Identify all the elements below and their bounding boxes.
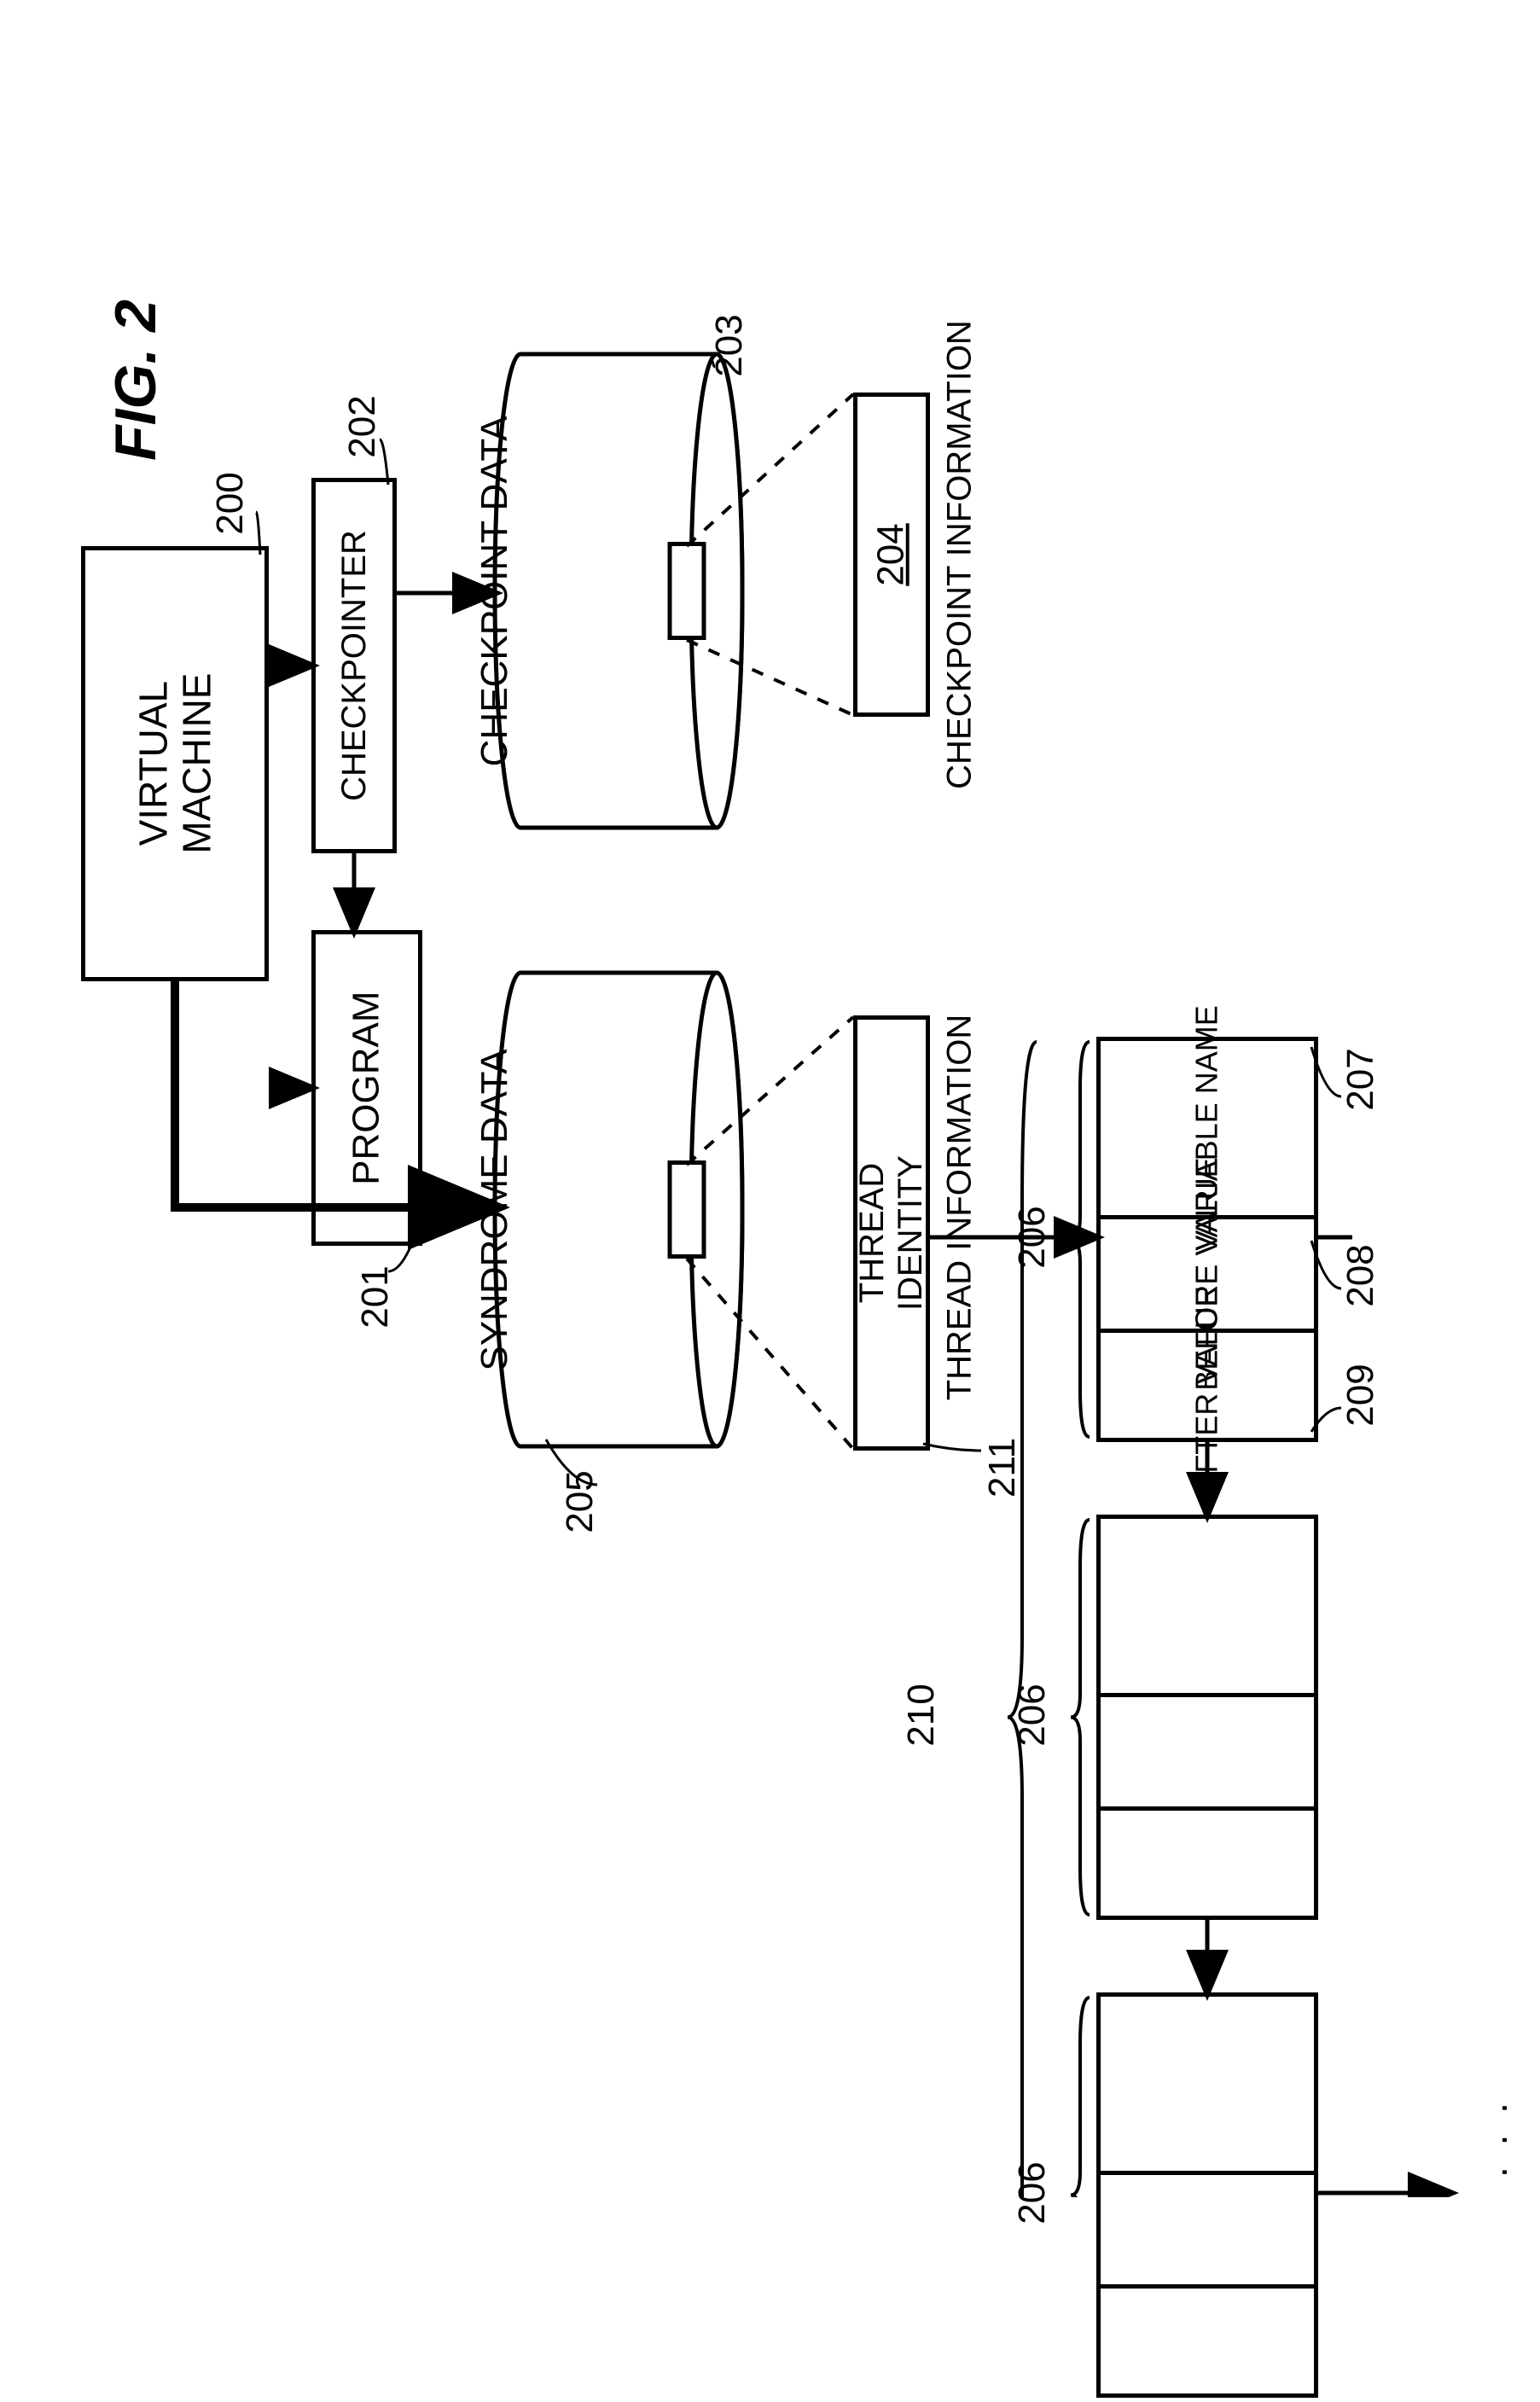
syndrome-data-cylinder-label: SYNDROME DATA bbox=[474, 1049, 516, 1370]
checkpointer-box-label: CHECKPOINTER bbox=[335, 530, 373, 801]
virtual-machine-box-label: VIRTUAL MACHINE bbox=[131, 673, 218, 854]
ref-206-a: 206 bbox=[1011, 1206, 1054, 1268]
after-value-row bbox=[1101, 2289, 1314, 2402]
checkpoint-data-cylinder-label: CHECKPOINT DATA bbox=[474, 416, 516, 766]
ref-206-c: 206 bbox=[1011, 2161, 1054, 2224]
thread-identity-box: THREAD IDENTITY bbox=[853, 1015, 930, 1451]
ref-203: 203 bbox=[708, 314, 751, 376]
after-value-row: AFTER VALUE bbox=[1101, 1333, 1314, 1446]
thread-information-header: THREAD INFORMATION bbox=[941, 1015, 979, 1401]
ref-207: 207 bbox=[1340, 1048, 1382, 1110]
thread-identity-label: THREAD IDENTITY bbox=[853, 1155, 930, 1311]
after-value-row-label: AFTER VALUE bbox=[1189, 1286, 1225, 1493]
program-box: PROGRAM bbox=[311, 930, 422, 1246]
ref-208: 208 bbox=[1340, 1244, 1382, 1306]
figure-title: FIG. 2 bbox=[102, 300, 169, 461]
checkpoint-information-header: CHECKPOINT INFORMATION bbox=[941, 320, 979, 789]
ref-206-b: 206 bbox=[1011, 1684, 1054, 1746]
ref-209: 209 bbox=[1340, 1364, 1382, 1426]
variable-name-row bbox=[1101, 1997, 1314, 2175]
variable-name-row bbox=[1101, 1519, 1314, 1697]
record-1: VARIABLE NAMEBEFORE VALUEAFTER VALUE bbox=[1096, 1037, 1318, 1442]
checkpoint-information-value: 204 bbox=[870, 523, 913, 585]
syndrome-data-cylinder bbox=[490, 968, 747, 1451]
ref-200: 200 bbox=[209, 472, 252, 534]
before-value-row bbox=[1101, 2175, 1314, 2289]
checkpoint-data-cylinder bbox=[490, 349, 747, 833]
ref-211: 211 bbox=[981, 1438, 1024, 1498]
checkpoint-information-box: 204 bbox=[853, 393, 930, 717]
before-value-row bbox=[1101, 1697, 1314, 1811]
checkpointer-box: CHECKPOINTER bbox=[311, 478, 397, 853]
ref-210: 210 bbox=[900, 1684, 943, 1746]
ref-201: 201 bbox=[354, 1265, 397, 1328]
record-3 bbox=[1096, 1992, 1318, 2398]
ref-205: 205 bbox=[559, 1470, 601, 1533]
record-2 bbox=[1096, 1515, 1318, 1920]
ref-202: 202 bbox=[341, 395, 384, 457]
virtual-machine-box: VIRTUAL MACHINE bbox=[81, 546, 269, 981]
after-value-row bbox=[1101, 1811, 1314, 1924]
program-box-label: PROGRAM bbox=[346, 991, 387, 1184]
ellipsis: . . . bbox=[1470, 2097, 1516, 2178]
